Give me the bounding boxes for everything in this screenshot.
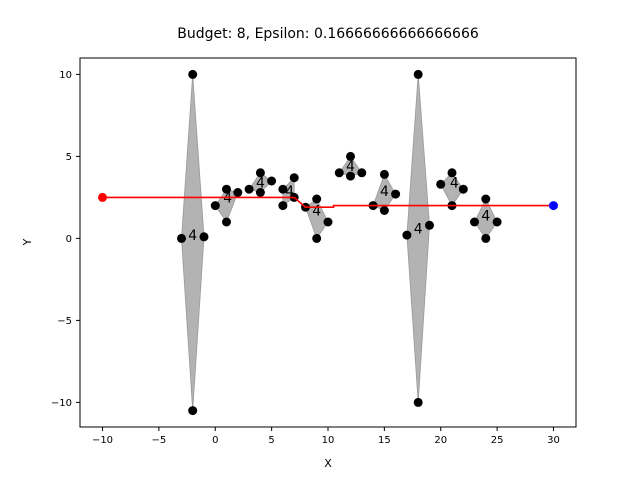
data-point xyxy=(222,184,231,194)
region-label: 4 xyxy=(414,222,423,238)
region-label: 4 xyxy=(285,184,294,200)
data-point xyxy=(402,230,412,240)
region-label: 4 xyxy=(346,159,355,175)
data-point xyxy=(188,406,198,416)
data-point xyxy=(255,168,265,178)
x-tick-label: 10 xyxy=(322,435,335,446)
x-tick-label: −5 xyxy=(152,435,167,446)
data-point xyxy=(188,69,198,79)
region-label: 4 xyxy=(188,228,197,244)
x-tick-label: 20 xyxy=(434,435,447,446)
region-label: 4 xyxy=(256,176,265,192)
data-point xyxy=(470,217,479,227)
data-point xyxy=(278,184,288,194)
x-tick-label: 5 xyxy=(268,435,274,446)
x-tick-label: 30 xyxy=(547,435,560,446)
goal-point xyxy=(549,201,558,211)
x-tick-label: −10 xyxy=(92,435,113,446)
y-tick-label: 5 xyxy=(66,152,72,163)
data-point xyxy=(481,194,491,204)
data-point xyxy=(312,194,322,204)
plot-area: 4 4 4 4 4 4 4 4 4 4 −10 −5 0 5 10 15 20 25 30 −10 −5 0 5 10 xyxy=(51,57,577,446)
data-point xyxy=(334,168,344,178)
y-tick-label: −5 xyxy=(57,316,72,327)
x-tick-label: 15 xyxy=(378,435,391,446)
x-axis-label: X xyxy=(324,457,332,470)
region-label: 4 xyxy=(223,190,232,206)
x-tick-label: 25 xyxy=(491,435,504,446)
data-point xyxy=(289,173,299,183)
data-point xyxy=(492,217,502,227)
x-tick-label: 0 xyxy=(212,435,218,446)
data-point xyxy=(244,184,254,194)
data-point xyxy=(357,168,367,178)
data-point xyxy=(379,169,389,179)
region-label: 4 xyxy=(450,176,459,192)
start-point xyxy=(98,192,107,202)
y-tick-label: 0 xyxy=(66,234,72,245)
data-point xyxy=(278,201,288,211)
region-label: 4 xyxy=(312,204,321,220)
data-point xyxy=(413,397,423,407)
data-point xyxy=(323,217,333,227)
data-point xyxy=(425,220,434,230)
y-tick-label: 10 xyxy=(59,70,72,81)
path-line xyxy=(102,196,554,208)
data-point xyxy=(481,233,491,243)
data-point xyxy=(413,69,423,79)
data-point xyxy=(210,201,220,211)
y-axis-label: Y xyxy=(21,238,34,246)
data-point xyxy=(346,151,355,161)
data-point xyxy=(447,168,457,178)
data-point xyxy=(436,179,446,189)
chart-title: Budget: 8, Epsilon: 0.16666666666666666 xyxy=(177,26,479,42)
data-point xyxy=(233,188,243,197)
data-point xyxy=(391,189,401,199)
data-point xyxy=(199,232,209,242)
region-label: 4 xyxy=(380,184,389,200)
data-point xyxy=(312,233,322,243)
data-point xyxy=(346,171,355,181)
data-point xyxy=(379,206,389,215)
y-tick-label: −10 xyxy=(51,398,72,409)
data-point xyxy=(458,184,468,194)
data-point xyxy=(222,217,231,227)
data-point xyxy=(255,188,265,197)
data-point xyxy=(177,233,186,243)
region-label: 4 xyxy=(481,208,490,224)
data-point xyxy=(267,176,277,186)
